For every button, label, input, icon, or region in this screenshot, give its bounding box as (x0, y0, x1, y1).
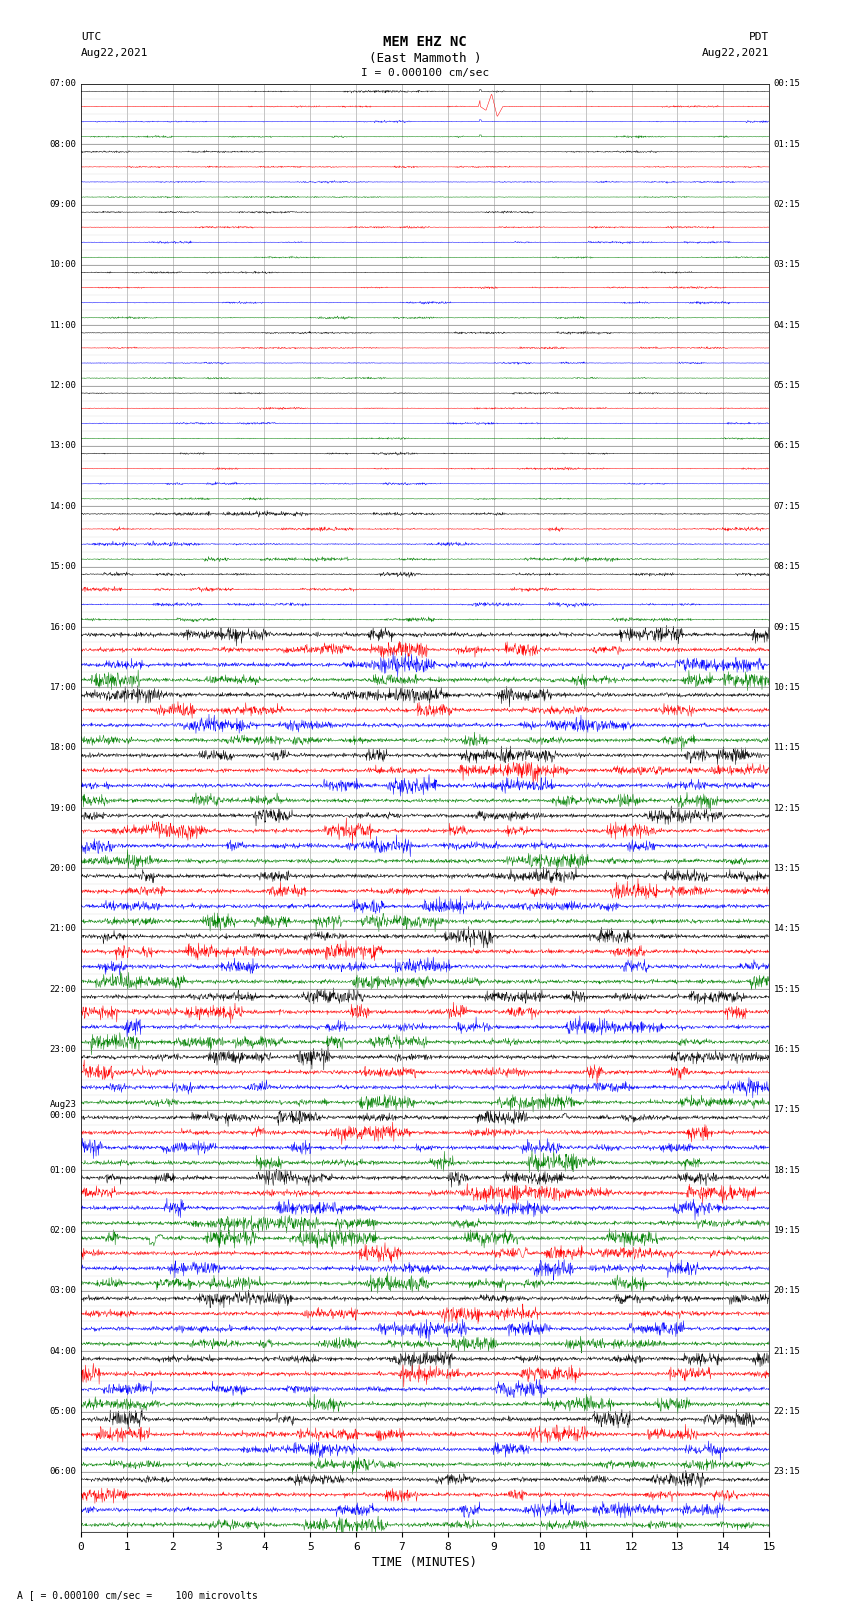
X-axis label: TIME (MINUTES): TIME (MINUTES) (372, 1557, 478, 1569)
Text: UTC: UTC (81, 32, 101, 42)
Text: 23:15: 23:15 (774, 1468, 801, 1476)
Text: 08:00: 08:00 (49, 140, 76, 148)
Text: 19:00: 19:00 (49, 803, 76, 813)
Text: A [ = 0.000100 cm/sec =    100 microvolts: A [ = 0.000100 cm/sec = 100 microvolts (17, 1590, 258, 1600)
Text: 15:00: 15:00 (49, 563, 76, 571)
Text: 05:15: 05:15 (774, 381, 801, 390)
Text: 11:15: 11:15 (774, 744, 801, 752)
Text: 04:00: 04:00 (49, 1347, 76, 1357)
Text: 08:15: 08:15 (774, 563, 801, 571)
Text: 05:00: 05:00 (49, 1407, 76, 1416)
Text: 07:00: 07:00 (49, 79, 76, 89)
Text: 06:00: 06:00 (49, 1468, 76, 1476)
Text: 01:00: 01:00 (49, 1166, 76, 1174)
Text: 13:15: 13:15 (774, 865, 801, 873)
Text: Aug22,2021: Aug22,2021 (702, 48, 769, 58)
Text: 10:00: 10:00 (49, 260, 76, 269)
Text: 22:15: 22:15 (774, 1407, 801, 1416)
Text: I = 0.000100 cm/sec: I = 0.000100 cm/sec (361, 68, 489, 77)
Text: MEM EHZ NC: MEM EHZ NC (383, 35, 467, 50)
Text: 03:15: 03:15 (774, 260, 801, 269)
Text: 06:15: 06:15 (774, 442, 801, 450)
Text: Aug22,2021: Aug22,2021 (81, 48, 148, 58)
Text: 16:15: 16:15 (774, 1045, 801, 1053)
Text: 12:15: 12:15 (774, 803, 801, 813)
Text: 18:15: 18:15 (774, 1166, 801, 1174)
Text: 16:00: 16:00 (49, 623, 76, 632)
Text: 22:00: 22:00 (49, 984, 76, 994)
Text: 07:15: 07:15 (774, 502, 801, 511)
Text: 00:15: 00:15 (774, 79, 801, 89)
Text: 20:15: 20:15 (774, 1287, 801, 1295)
Text: 20:00: 20:00 (49, 865, 76, 873)
Text: 17:15: 17:15 (774, 1105, 801, 1115)
Text: 17:00: 17:00 (49, 682, 76, 692)
Text: 19:15: 19:15 (774, 1226, 801, 1236)
Text: 21:00: 21:00 (49, 924, 76, 934)
Text: 14:15: 14:15 (774, 924, 801, 934)
Text: 11:00: 11:00 (49, 321, 76, 329)
Text: 10:15: 10:15 (774, 682, 801, 692)
Text: 04:15: 04:15 (774, 321, 801, 329)
Text: Aug23
00:00: Aug23 00:00 (49, 1100, 76, 1119)
Text: 15:15: 15:15 (774, 984, 801, 994)
Text: PDT: PDT (749, 32, 769, 42)
Text: 02:15: 02:15 (774, 200, 801, 210)
Text: 01:15: 01:15 (774, 140, 801, 148)
Text: 02:00: 02:00 (49, 1226, 76, 1236)
Text: 21:15: 21:15 (774, 1347, 801, 1357)
Text: (East Mammoth ): (East Mammoth ) (369, 52, 481, 65)
Text: 23:00: 23:00 (49, 1045, 76, 1053)
Text: 03:00: 03:00 (49, 1287, 76, 1295)
Text: 12:00: 12:00 (49, 381, 76, 390)
Text: 09:15: 09:15 (774, 623, 801, 632)
Text: 14:00: 14:00 (49, 502, 76, 511)
Text: 18:00: 18:00 (49, 744, 76, 752)
Text: 13:00: 13:00 (49, 442, 76, 450)
Text: 09:00: 09:00 (49, 200, 76, 210)
